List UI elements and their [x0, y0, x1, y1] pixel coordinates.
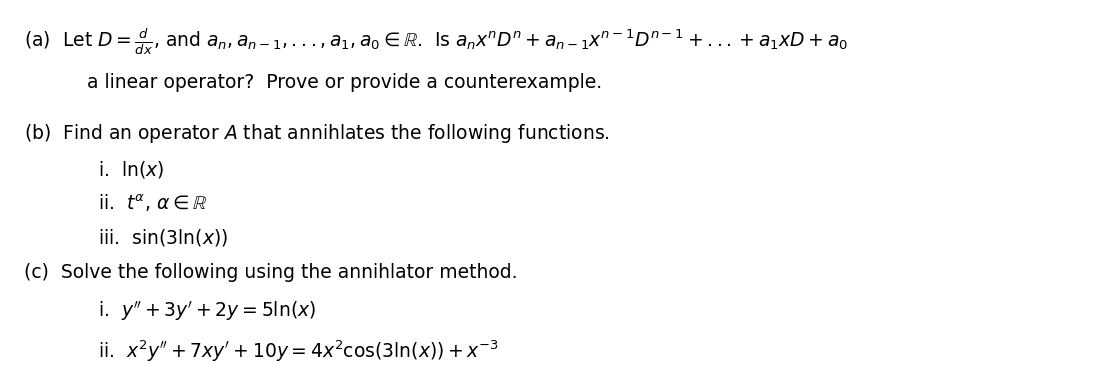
Text: iii.  $\sin(3\ln(x))$: iii. $\sin(3\ln(x))$ — [98, 227, 229, 247]
Text: i.  $\ln(x)$: i. $\ln(x)$ — [98, 159, 164, 180]
Text: (c)  Solve the following using the annihlator method.: (c) Solve the following using the annihl… — [25, 264, 518, 283]
Text: a linear operator?  Prove or provide a counterexample.: a linear operator? Prove or provide a co… — [87, 73, 603, 92]
Text: (b)  Find an operator $A$ that annihlates the following functions.: (b) Find an operator $A$ that annihlates… — [25, 122, 610, 145]
Text: i.  $y'' + 3y' + 2y = 5\ln(x)$: i. $y'' + 3y' + 2y = 5\ln(x)$ — [98, 299, 317, 323]
Text: ii.  $x^2 y'' + 7xy' + 10y = 4x^2\cos(3\ln(x)) + x^{-3}$: ii. $x^2 y'' + 7xy' + 10y = 4x^2\cos(3\l… — [98, 339, 500, 364]
Text: ii.  $t^{\alpha}$, $\alpha \in \mathbb{R}$: ii. $t^{\alpha}$, $\alpha \in \mathbb{R}… — [98, 193, 208, 214]
Text: (a)  Let $D = \frac{d}{dx}$, and $a_n, a_{n-1}, ..., a_1, a_0 \in \mathbb{R}$.  : (a) Let $D = \frac{d}{dx}$, and $a_n, a_… — [25, 26, 848, 56]
